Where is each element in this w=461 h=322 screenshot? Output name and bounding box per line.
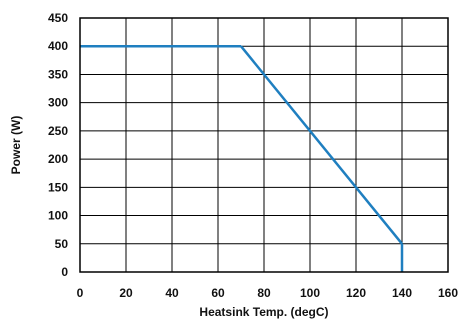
x-tick-label: 60: [211, 286, 225, 300]
x-tick-label: 80: [257, 286, 271, 300]
x-tick-label: 140: [392, 286, 412, 300]
y-tick-label: 300: [48, 96, 68, 110]
y-tick-labels: 0 50 100 150 200 250 300 350 400 450: [48, 11, 68, 279]
y-tick-label: 50: [55, 237, 69, 251]
y-tick-label: 100: [48, 209, 68, 223]
y-axis-label: Power (W): [9, 116, 23, 175]
y-tick-label: 350: [48, 67, 68, 81]
series-layer: [80, 44, 404, 272]
x-tick-label: 160: [438, 286, 458, 300]
y-tick-label: 150: [48, 180, 68, 194]
series-segment: [240, 45, 403, 245]
x-tick-labels: 0 20 40 60 80 100 120 140 160: [77, 286, 459, 300]
y-tick-label: 250: [48, 124, 68, 138]
x-axis-label: Heatsink Temp. (degC): [199, 305, 328, 319]
y-tick-label: 400: [48, 39, 68, 53]
x-tick-label: 0: [77, 286, 84, 300]
x-tick-label: 120: [346, 286, 366, 300]
y-tick-label: 200: [48, 152, 68, 166]
x-tick-label: 100: [300, 286, 320, 300]
y-tick-label: 0: [61, 265, 68, 279]
x-tick-label: 20: [119, 286, 133, 300]
y-tick-label: 450: [48, 11, 68, 25]
x-tick-label: 40: [165, 286, 179, 300]
plot-frame: [79, 17, 449, 273]
